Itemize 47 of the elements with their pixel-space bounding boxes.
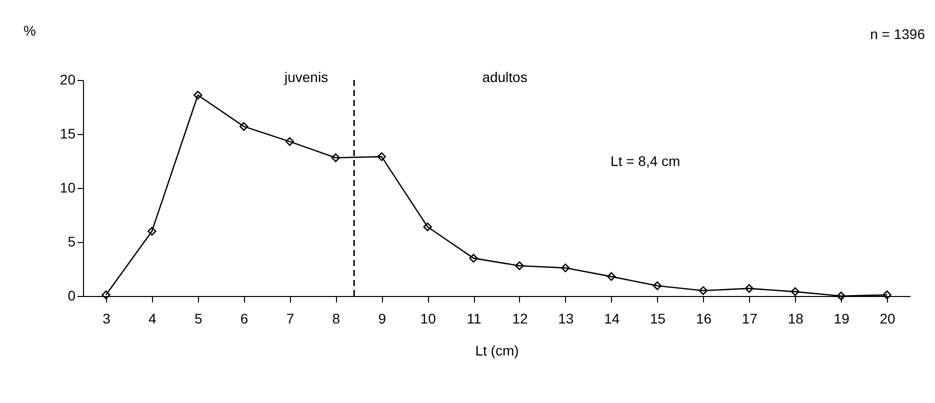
point xyxy=(148,226,156,236)
x-tick-label: 19 xyxy=(834,310,850,326)
point xyxy=(882,290,892,300)
text: n = 1396 xyxy=(870,26,926,42)
x-tick-label: 10 xyxy=(420,310,436,326)
annotation: adultos xyxy=(482,69,528,85)
point xyxy=(102,290,110,300)
x-tick-label: 9 xyxy=(378,310,386,326)
x-tick-label: 4 xyxy=(148,310,157,326)
y-tick-label: 15 xyxy=(60,126,76,142)
point xyxy=(377,152,386,162)
point xyxy=(561,264,570,272)
y-tick-label: 0 xyxy=(68,288,76,304)
y-tick-label: 20 xyxy=(60,72,76,88)
x-tick-label: 18 xyxy=(788,310,804,326)
x-tick-label: 3 xyxy=(102,310,111,326)
x-tick-label: 6 xyxy=(240,310,248,326)
point xyxy=(790,287,800,296)
point xyxy=(239,122,248,131)
point xyxy=(607,272,616,281)
x-tick-label: 12 xyxy=(512,310,528,326)
y-axis-title: % xyxy=(24,22,36,38)
x-axis-title: Lt (cm) xyxy=(475,342,519,358)
point xyxy=(652,281,662,290)
point xyxy=(698,286,708,295)
x-tick-label: 8 xyxy=(332,310,340,326)
x-tick-label: 5 xyxy=(194,310,202,326)
y-tick-label: 10 xyxy=(60,180,76,196)
point xyxy=(285,137,294,146)
x-tick-label: 7 xyxy=(286,310,294,326)
point xyxy=(515,261,524,270)
x-tick-label: 13 xyxy=(558,310,574,326)
point xyxy=(194,90,202,100)
point xyxy=(331,153,340,162)
point xyxy=(744,284,754,293)
x-tick-label: 11 xyxy=(466,310,482,326)
annotation: juvenis xyxy=(283,69,328,85)
x-tick-label: 14 xyxy=(604,310,620,326)
annotation: Lt = 8,4 cm xyxy=(610,153,680,169)
x-tick-label: 16 xyxy=(696,310,712,326)
point xyxy=(469,254,478,263)
y-tick-label: 5 xyxy=(68,234,76,250)
x-tick-label: 15 xyxy=(650,310,666,326)
x-tick-label: 17 xyxy=(742,310,758,326)
x-tick-label: 20 xyxy=(880,310,896,326)
point xyxy=(836,292,846,300)
point xyxy=(423,222,432,232)
